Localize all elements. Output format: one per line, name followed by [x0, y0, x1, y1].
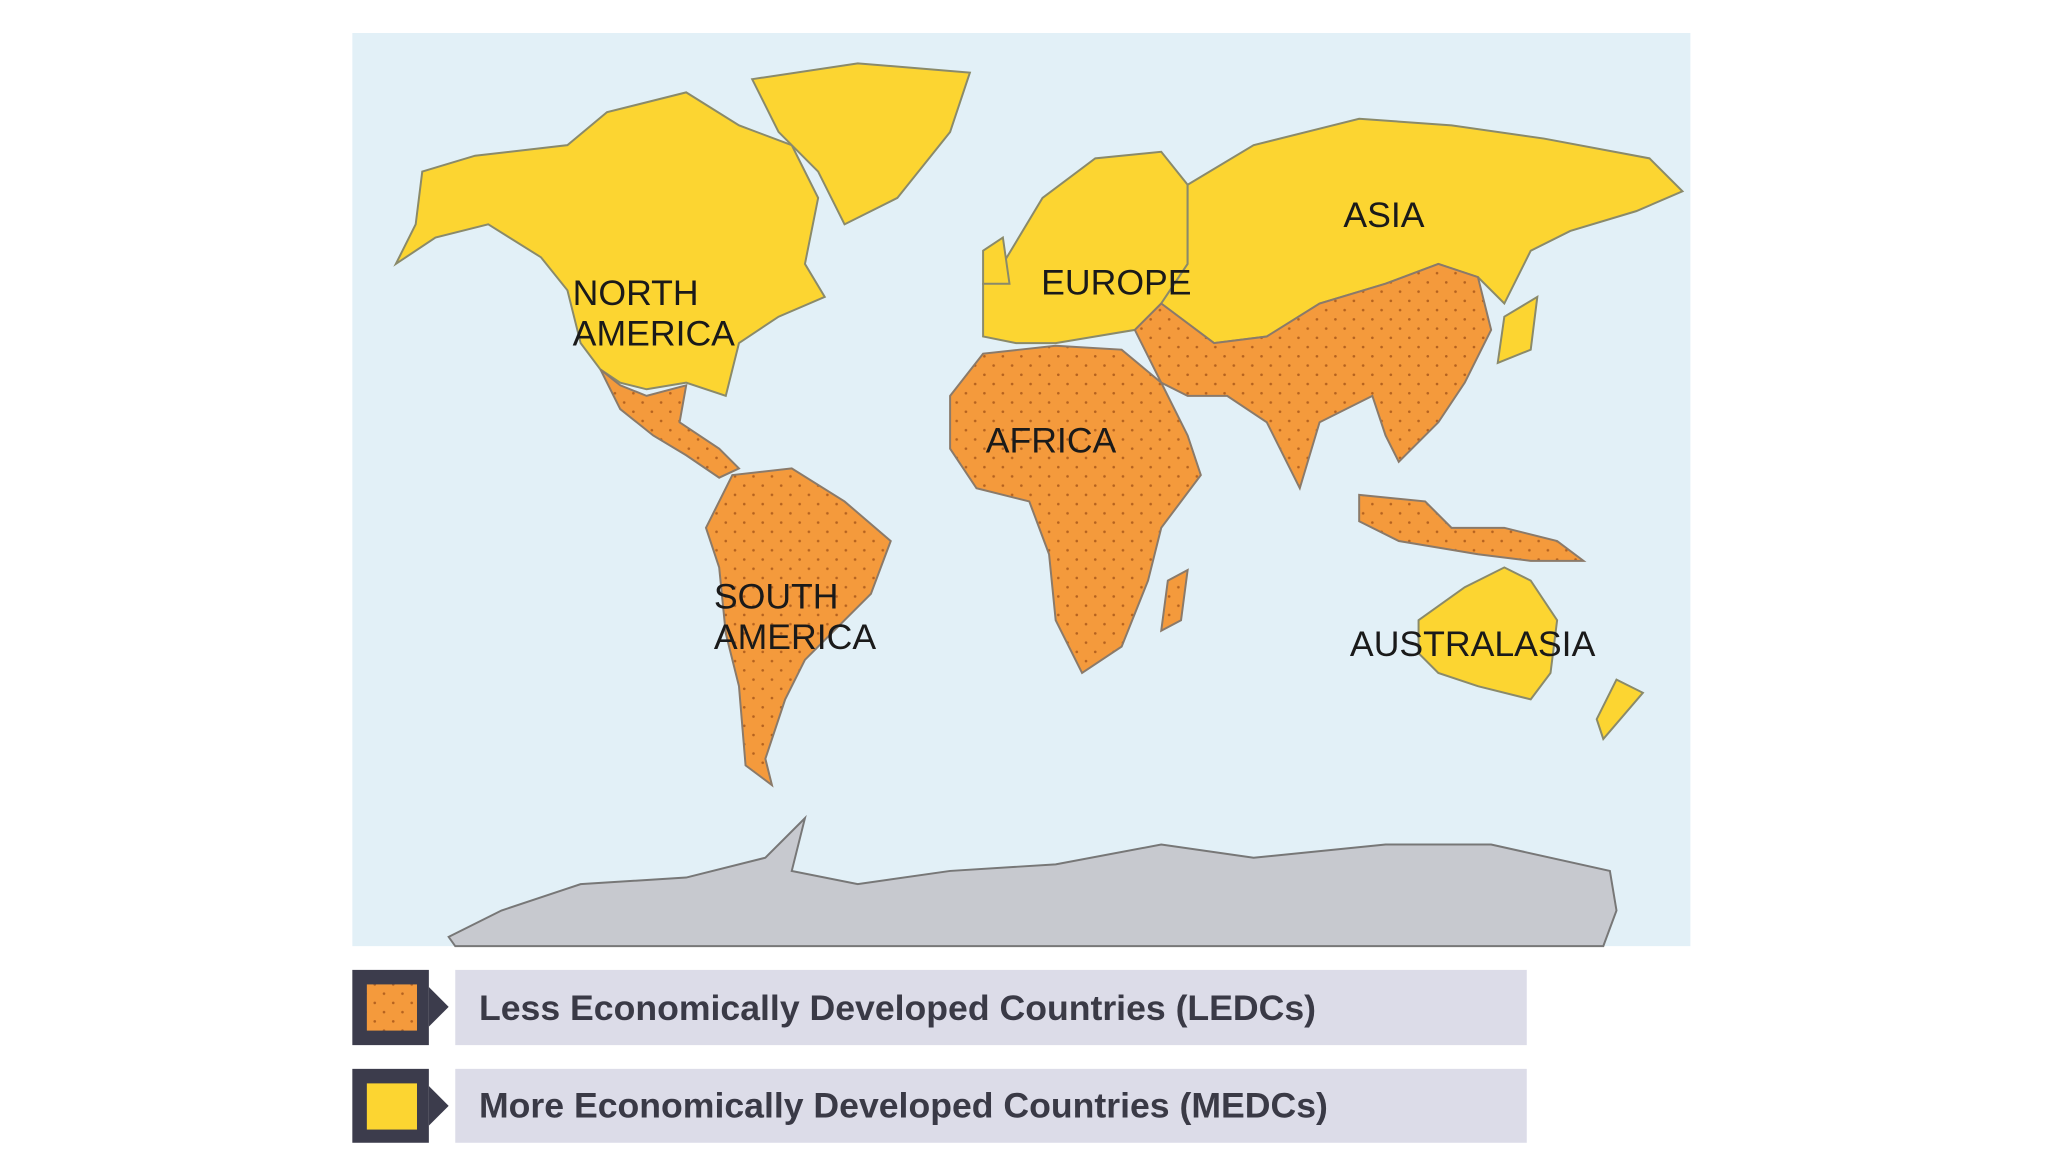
central-america	[599, 368, 741, 479]
legend-box	[455, 969, 1527, 1046]
continent-label: AMERICA	[714, 617, 876, 657]
greenland	[750, 62, 972, 226]
legend-box	[455, 1068, 1527, 1143]
japan	[1496, 295, 1539, 365]
asia-south	[1133, 262, 1493, 491]
legend: Less Economically Developed Countries (L…	[352, 969, 1527, 1143]
continent-label: AUSTRALASIA	[1350, 624, 1596, 664]
north-america	[393, 91, 827, 398]
continent-labels: NORTHAMERICAEUROPEASIAAFRICASOUTHAMERICA…	[573, 195, 1596, 664]
south-america	[704, 467, 892, 788]
legend-swatch	[352, 969, 449, 1046]
legend-label: More Economically Developed Countries (M…	[479, 1086, 1328, 1126]
continent-label: AMERICA	[573, 314, 735, 354]
continent-label: ASIA	[1343, 195, 1424, 235]
uk	[982, 235, 1011, 285]
continent-label: SOUTH	[714, 576, 839, 616]
antarctica	[447, 814, 1618, 948]
madagascar	[1160, 568, 1189, 633]
southeast-islands	[1358, 493, 1587, 562]
landmasses	[393, 62, 1685, 948]
new-zealand	[1595, 678, 1645, 741]
africa	[949, 344, 1202, 675]
continent-label: NORTH	[573, 273, 699, 313]
legend-swatch	[352, 1068, 449, 1143]
australia	[1417, 566, 1559, 701]
legend-label: Less Economically Developed Countries (L…	[479, 988, 1316, 1028]
continent-label: AFRICA	[986, 421, 1117, 461]
continent-label: EUROPE	[1041, 262, 1191, 302]
